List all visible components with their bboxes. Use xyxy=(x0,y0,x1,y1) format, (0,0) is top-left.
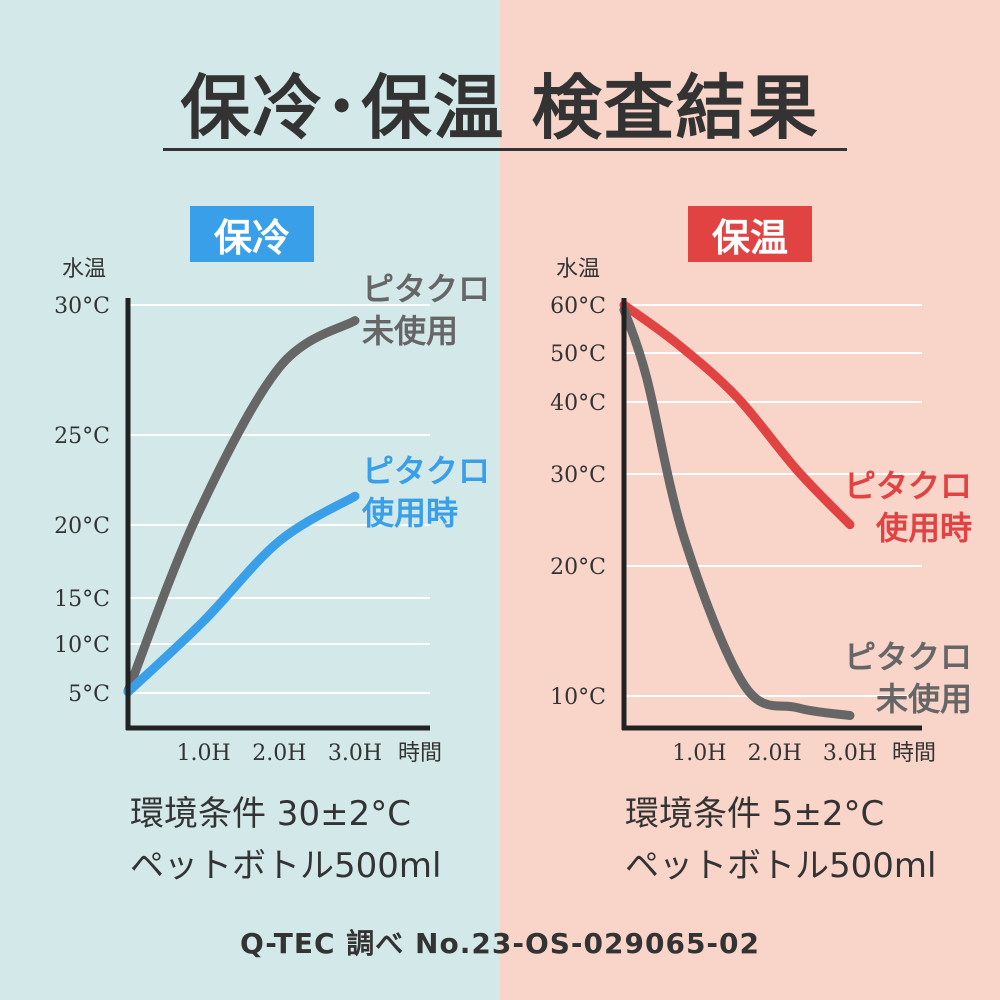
cold-y-tick-label: 25°C xyxy=(54,424,110,449)
hot-x-tick-label: 1.0H xyxy=(672,741,726,766)
hot-series-label-1: 未使用 xyxy=(876,680,972,718)
hot-badge: 保温 xyxy=(688,206,812,262)
hot-y-tick-label: 20°C xyxy=(550,555,606,580)
hot-y-tick-label: 10°C xyxy=(550,685,606,710)
title-underline xyxy=(163,148,847,151)
hot-x-axis-label: 時間 xyxy=(892,741,936,766)
cold-chart: 30°C 25°C 20°C 15°C 10°C 5°C 水温 1.0H 2.0H 3.0H 時間 ピ… xyxy=(54,257,490,766)
cold-x-axis-label: 時間 xyxy=(398,741,442,766)
cold-series-label-0: ピタクロ xyxy=(362,270,490,308)
hot-x-tick-label: 3.0H xyxy=(823,741,877,766)
hot-series-line-0 xyxy=(619,300,855,530)
cold-series-line-0 xyxy=(123,316,360,696)
hot-y-tick-label: 60°C xyxy=(550,294,606,319)
cold-y-tick-label: 30°C xyxy=(54,294,110,319)
hot-chart: 60°C 50°C 40°C 30°C 20°C 10°C 水温 1.0H 2.0H 3.0H 時間… xyxy=(550,257,972,766)
hot-x-tick-label: 2.0H xyxy=(748,741,802,766)
cold-y-tick-label: 20°C xyxy=(54,514,110,539)
cold-y-tick-label: 15°C xyxy=(54,587,110,612)
hot-condition-line1: 環境条件 5±2°C xyxy=(625,794,885,834)
cold-x-tick-label: 2.0H xyxy=(252,741,306,766)
cold-condition-line2: ペットボトル500ml xyxy=(130,846,442,886)
cold-series-label-1: ピタクロ xyxy=(362,452,490,490)
cold-y-tick-label: 5°C xyxy=(68,682,110,707)
cold-condition: 環境条件 30±2°C ペットボトル500ml xyxy=(130,788,441,892)
cold-series-label-1: 使用時 xyxy=(361,494,458,532)
hot-series-line-1 xyxy=(619,305,855,720)
cold-panel-background xyxy=(0,0,500,1000)
hot-condition-line2: ペットボトル500ml xyxy=(625,846,937,886)
cold-y-axis-label: 水温 xyxy=(62,257,106,282)
hot-y-axis-label: 水温 xyxy=(556,257,600,282)
cold-series-line-1 xyxy=(123,491,360,697)
hot-series-label-0: 使用時 xyxy=(875,509,972,547)
cold-y-tick-label: 10°C xyxy=(54,633,110,658)
page-title: 保冷･保温 検査結果 xyxy=(180,67,820,149)
hot-y-tick-label: 50°C xyxy=(550,342,606,367)
cold-x-tick-label: 3.0H xyxy=(328,741,382,766)
hot-series-label-1: ピタクロ xyxy=(844,638,972,676)
source-note: Q-TEC 調べ No.23-OS-029065-02 xyxy=(239,927,761,960)
cold-x-tick-label: 1.0H xyxy=(177,741,231,766)
hot-panel-background xyxy=(500,0,1000,1000)
hot-y-tick-label: 40°C xyxy=(550,391,606,416)
hot-condition: 環境条件 5±2°C ペットボトル500ml xyxy=(625,788,936,892)
hot-series-label-0: ピタクロ xyxy=(844,467,972,505)
hot-y-tick-label: 30°C xyxy=(550,463,606,488)
cold-series-label-0: 未使用 xyxy=(362,312,458,350)
cold-condition-line1: 環境条件 30±2°C xyxy=(130,794,411,834)
cold-badge: 保冷 xyxy=(190,206,314,262)
